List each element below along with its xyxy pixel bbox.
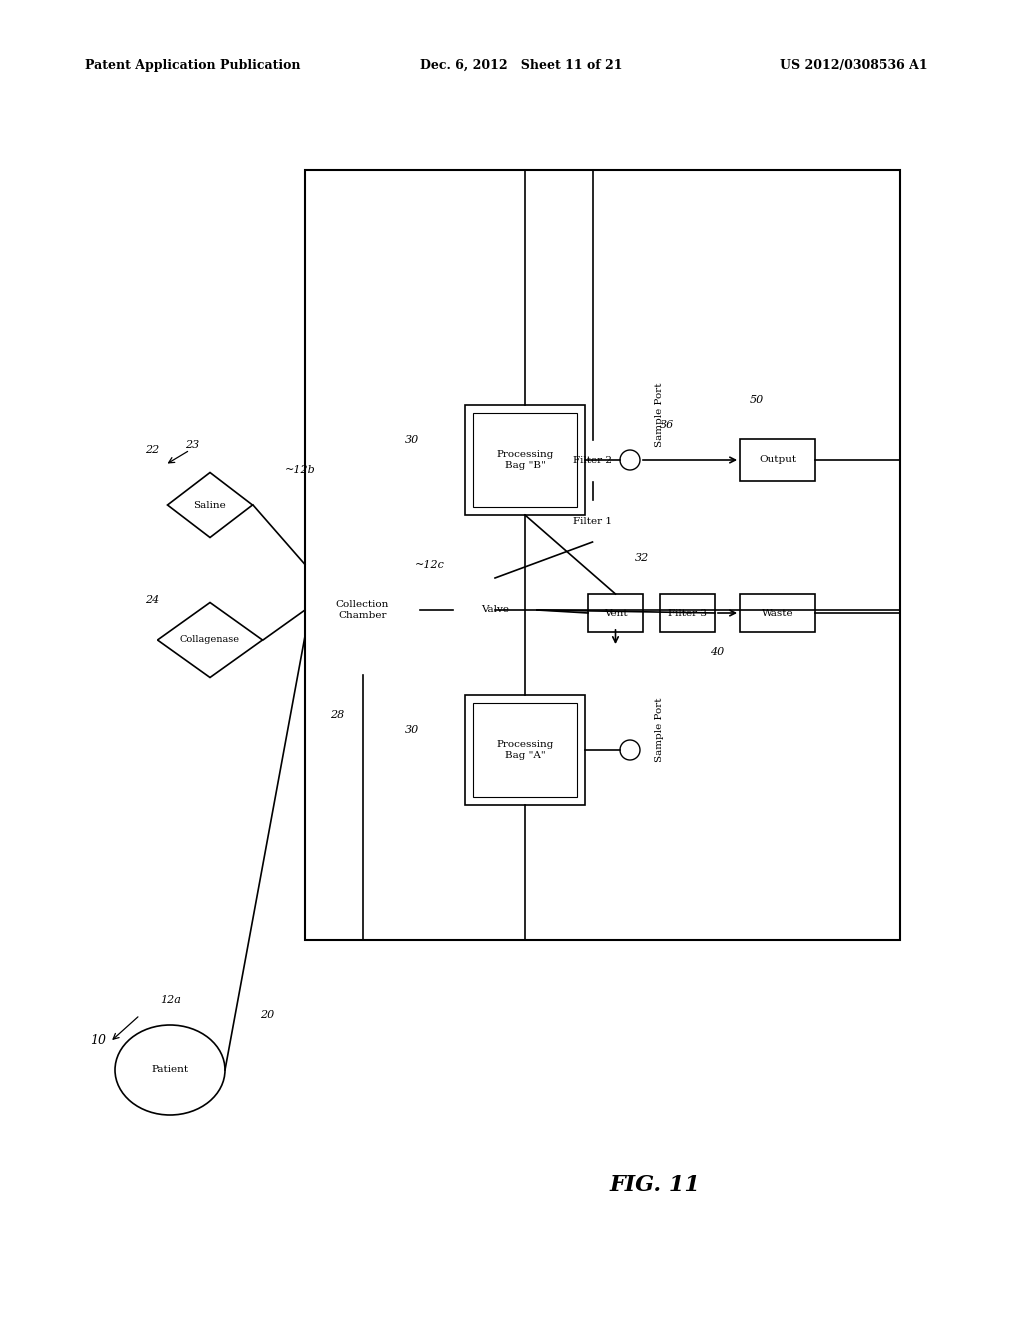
Text: Sample Port: Sample Port xyxy=(655,383,664,447)
FancyBboxPatch shape xyxy=(465,696,585,805)
Text: 28: 28 xyxy=(330,710,344,719)
Text: Collection
Chamber: Collection Chamber xyxy=(336,601,389,619)
Text: 12a: 12a xyxy=(160,995,181,1005)
Text: Vent: Vent xyxy=(604,609,628,618)
Text: Filter 3: Filter 3 xyxy=(668,609,707,618)
Text: Patent Application Publication: Patent Application Publication xyxy=(85,58,300,71)
Text: ~12b: ~12b xyxy=(285,465,315,475)
Text: Dec. 6, 2012   Sheet 11 of 21: Dec. 6, 2012 Sheet 11 of 21 xyxy=(420,58,623,71)
Text: Filter 1: Filter 1 xyxy=(573,516,612,525)
Ellipse shape xyxy=(620,741,640,760)
Text: 30: 30 xyxy=(406,436,419,445)
Polygon shape xyxy=(168,473,253,537)
Text: Valve: Valve xyxy=(481,606,509,615)
Polygon shape xyxy=(158,602,262,677)
Text: Patient: Patient xyxy=(152,1065,188,1074)
Text: 20: 20 xyxy=(260,1010,274,1020)
Text: 23: 23 xyxy=(185,440,200,450)
Text: 36: 36 xyxy=(660,420,674,430)
FancyBboxPatch shape xyxy=(588,594,643,632)
Text: 10: 10 xyxy=(90,1034,106,1047)
FancyBboxPatch shape xyxy=(565,500,620,543)
Text: 30: 30 xyxy=(406,725,419,735)
Text: Processing
Bag "B": Processing Bag "B" xyxy=(497,450,554,470)
Ellipse shape xyxy=(453,578,537,642)
Text: ~12c: ~12c xyxy=(415,560,444,570)
Text: Collagenase: Collagenase xyxy=(180,635,240,644)
FancyBboxPatch shape xyxy=(565,440,620,482)
Ellipse shape xyxy=(115,1026,225,1115)
Text: US 2012/0308536 A1: US 2012/0308536 A1 xyxy=(780,58,928,71)
FancyBboxPatch shape xyxy=(660,594,715,632)
Text: 24: 24 xyxy=(145,595,160,605)
Text: Saline: Saline xyxy=(194,500,226,510)
FancyBboxPatch shape xyxy=(305,170,900,940)
FancyBboxPatch shape xyxy=(305,545,420,675)
Text: 22: 22 xyxy=(145,445,160,455)
Text: Filter 2: Filter 2 xyxy=(573,457,612,466)
FancyBboxPatch shape xyxy=(473,413,577,507)
Text: FIG. 11: FIG. 11 xyxy=(610,1173,700,1196)
FancyBboxPatch shape xyxy=(465,405,585,515)
Text: 32: 32 xyxy=(635,553,649,564)
Text: Processing
Bag "A": Processing Bag "A" xyxy=(497,741,554,760)
FancyBboxPatch shape xyxy=(473,704,577,797)
Text: Waste: Waste xyxy=(762,609,794,618)
FancyBboxPatch shape xyxy=(740,440,815,480)
Text: 40: 40 xyxy=(710,647,724,657)
Text: Output: Output xyxy=(759,455,796,465)
Ellipse shape xyxy=(620,450,640,470)
Text: 50: 50 xyxy=(750,395,764,405)
Text: Sample Port: Sample Port xyxy=(655,698,664,762)
FancyBboxPatch shape xyxy=(740,594,815,632)
